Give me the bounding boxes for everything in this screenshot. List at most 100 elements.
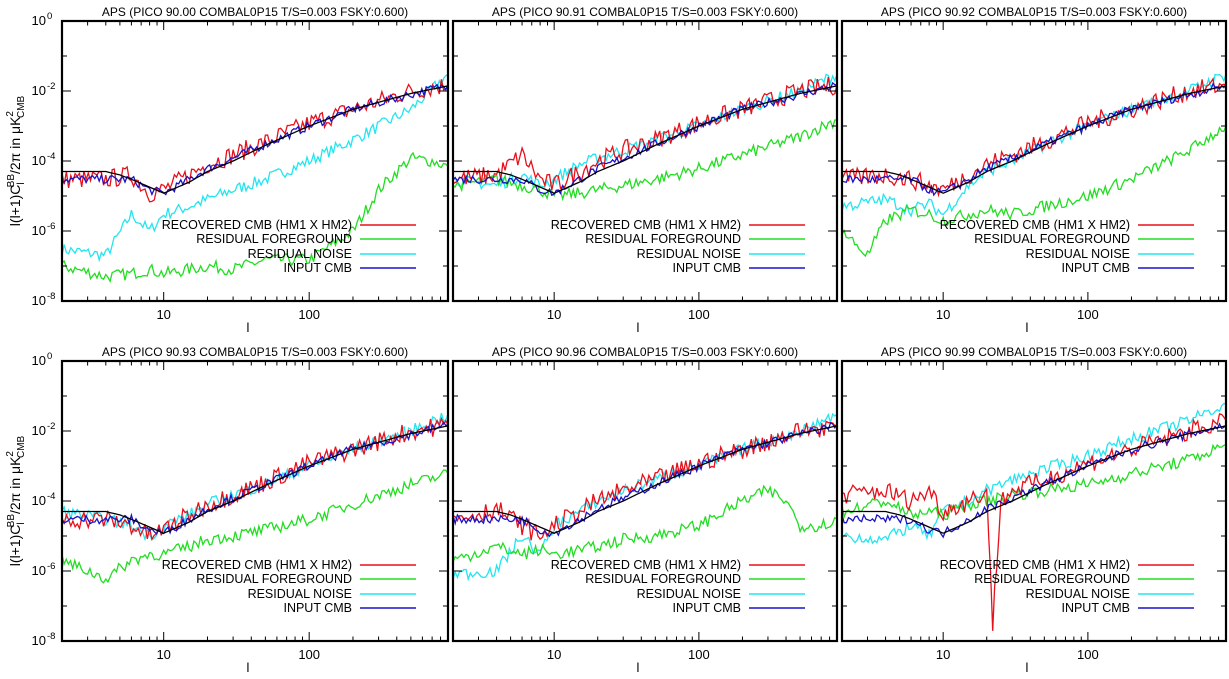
series-input: [62, 421, 448, 535]
x-tick-label: 10: [547, 307, 561, 322]
legend-label-input: INPUT CMB: [672, 261, 741, 275]
series-noise: [453, 73, 837, 191]
x-tick-label: 10: [156, 647, 170, 662]
panel-title: APS (PICO 90.99 COMBAL0P15 T/S=0.003 FSK…: [881, 345, 1187, 359]
legend-label-recovered: RECOVERED CMB (HM1 X HM2): [940, 558, 1130, 572]
y-tick-label: 10: [32, 13, 46, 28]
y-tick-label: 10: [32, 633, 46, 648]
y-tick-exponent: -8: [47, 291, 55, 302]
y-tick-label: 10: [32, 153, 46, 168]
legend-label-input: INPUT CMB: [1061, 261, 1130, 275]
panel-1: APS (PICO 90.00 COMBAL0P15 T/S=0.003 FSK…: [5, 5, 450, 335]
panel-title: APS (PICO 90.91 COMBAL0P15 T/S=0.003 FSK…: [492, 5, 798, 19]
legend-label-input: INPUT CMB: [672, 601, 741, 615]
y-tick-label: 10: [32, 83, 46, 98]
series-input: [453, 81, 837, 197]
legend-label-noise: RESIDUAL NOISE: [1026, 247, 1130, 261]
y-tick-exponent: 0: [47, 351, 52, 362]
series-foreground: [842, 443, 1226, 521]
series-theory: [453, 425, 837, 534]
series-input: [842, 82, 1226, 197]
series-foreground: [842, 125, 1226, 258]
y-tick-exponent: -2: [47, 81, 55, 92]
series-foreground: [62, 469, 448, 584]
x-axis-label: l: [247, 320, 250, 335]
series-theory: [842, 425, 1226, 534]
y-axis-label: l(l+1)ClBB/2π in μK2CMB: [5, 435, 27, 566]
series-recovered: [842, 77, 1226, 198]
x-axis-label: l: [1026, 660, 1029, 675]
x-tick-label: 10: [156, 307, 170, 322]
legend-label-recovered: RECOVERED CMB (HM1 X HM2): [162, 558, 352, 572]
x-tick-label: 100: [1077, 647, 1099, 662]
y-tick-exponent: -2: [47, 421, 55, 432]
y-tick-label: 10: [32, 223, 46, 238]
legend-label-foreground: RESIDUAL FOREGROUND: [974, 232, 1130, 246]
legend-label-recovered: RECOVERED CMB (HM1 X HM2): [551, 218, 741, 232]
plot-area: [453, 73, 837, 202]
plot-area: [453, 412, 837, 582]
y-tick-exponent: -4: [47, 491, 55, 502]
legend-label-foreground: RESIDUAL FOREGROUND: [585, 572, 741, 586]
x-tick-label: 100: [688, 307, 710, 322]
panel-title: APS (PICO 90.96 COMBAL0P15 T/S=0.003 FSK…: [492, 345, 798, 359]
legend-label-recovered: RECOVERED CMB (HM1 X HM2): [162, 218, 352, 232]
series-input: [62, 83, 448, 197]
panel-title: APS (PICO 90.00 COMBAL0P15 T/S=0.003 FSK…: [102, 5, 408, 19]
x-axis-label: l: [637, 320, 640, 335]
series-theory: [842, 85, 1226, 194]
series-theory: [62, 425, 448, 534]
legend-label-foreground: RESIDUAL FOREGROUND: [974, 572, 1130, 586]
series-foreground: [453, 484, 837, 563]
legend-label-noise: RESIDUAL NOISE: [637, 247, 741, 261]
legend-label-foreground: RESIDUAL FOREGROUND: [585, 232, 741, 246]
y-tick-exponent: 0: [47, 11, 52, 22]
y-tick-exponent: -6: [47, 221, 55, 232]
y-tick-exponent: -4: [47, 151, 55, 162]
y-tick-label: 10: [32, 293, 46, 308]
panel-6: APS (PICO 90.99 COMBAL0P15 T/S=0.003 FSK…: [840, 345, 1228, 675]
x-tick-label: 10: [936, 647, 950, 662]
x-tick-label: 100: [298, 647, 320, 662]
x-tick-label: 100: [298, 307, 320, 322]
y-tick-exponent: -8: [47, 631, 55, 642]
legend-label-noise: RESIDUAL NOISE: [248, 247, 352, 261]
x-tick-label: 100: [688, 647, 710, 662]
x-axis-label: l: [247, 660, 250, 675]
series-recovered: [62, 79, 448, 203]
y-tick-label: 10: [32, 493, 46, 508]
legend-label-input: INPUT CMB: [1061, 601, 1130, 615]
y-axis-label: l(l+1)ClBB/2π in μK2CMB: [5, 95, 27, 226]
y-tick-exponent: -6: [47, 561, 55, 572]
x-axis-label: l: [637, 660, 640, 675]
x-tick-label: 10: [547, 647, 561, 662]
series-input: [453, 422, 837, 538]
panel-2: APS (PICO 90.91 COMBAL0P15 T/S=0.003 FSK…: [451, 5, 839, 335]
panel-4: APS (PICO 90.93 COMBAL0P15 T/S=0.003 FSK…: [5, 345, 450, 675]
legend-label-noise: RESIDUAL NOISE: [248, 587, 352, 601]
panel-3: APS (PICO 90.92 COMBAL0P15 T/S=0.003 FSK…: [840, 5, 1228, 335]
plot-area: [62, 413, 448, 584]
series-foreground: [453, 119, 837, 202]
x-tick-label: 10: [936, 307, 950, 322]
x-tick-label: 100: [1077, 307, 1099, 322]
legend-label-foreground: RESIDUAL FOREGROUND: [196, 572, 352, 586]
y-tick-label: 10: [32, 563, 46, 578]
series-theory: [453, 85, 837, 194]
plot-area: [62, 73, 448, 284]
series-recovered: [453, 420, 837, 541]
series-noise: [842, 73, 1226, 218]
series-foreground: [62, 151, 448, 284]
legend-label-recovered: RECOVERED CMB (HM1 X HM2): [940, 218, 1130, 232]
y-tick-label: 10: [32, 353, 46, 368]
legend-label-input: INPUT CMB: [283, 261, 352, 275]
legend-label-recovered: RECOVERED CMB (HM1 X HM2): [551, 558, 741, 572]
panel-title: APS (PICO 90.93 COMBAL0P15 T/S=0.003 FSK…: [102, 345, 408, 359]
y-tick-label: 10: [32, 423, 46, 438]
series-noise: [62, 73, 448, 263]
legend-label-noise: RESIDUAL NOISE: [1026, 587, 1130, 601]
panel-title: APS (PICO 90.92 COMBAL0P15 T/S=0.003 FSK…: [881, 5, 1187, 19]
series-noise: [842, 402, 1226, 545]
x-axis-label: l: [1026, 320, 1029, 335]
